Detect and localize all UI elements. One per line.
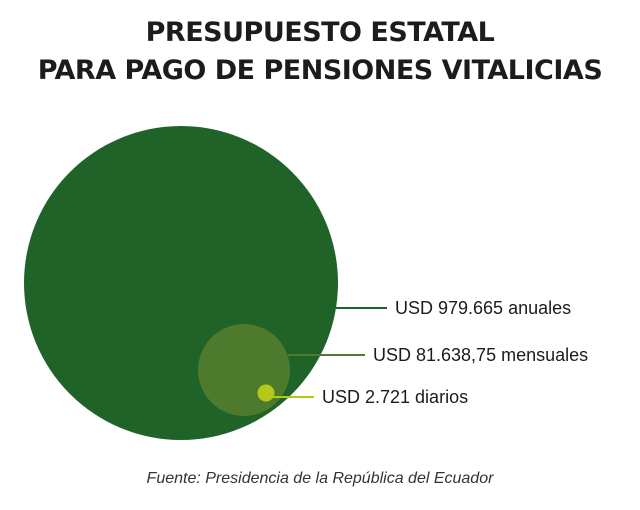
chart-title-line-1: PRESUPUESTO ESTATAL [145, 17, 495, 48]
label-daily: USD 2.721 diarios [322, 387, 468, 407]
label-annual: USD 979.665 anuales [395, 298, 571, 318]
label-monthly: USD 81.638,75 mensuales [373, 345, 588, 365]
circle-monthly [198, 324, 290, 416]
chart-title: PRESUPUESTO ESTATAL PARA PAGO DE PENSION… [0, 14, 640, 90]
chart-title-line-2: PARA PAGO DE PENSIONES VITALICIAS [37, 55, 603, 86]
source-note: Fuente: Presidencia de la República del … [146, 470, 494, 487]
circle-annual [24, 126, 338, 440]
circle-daily [257, 384, 275, 402]
